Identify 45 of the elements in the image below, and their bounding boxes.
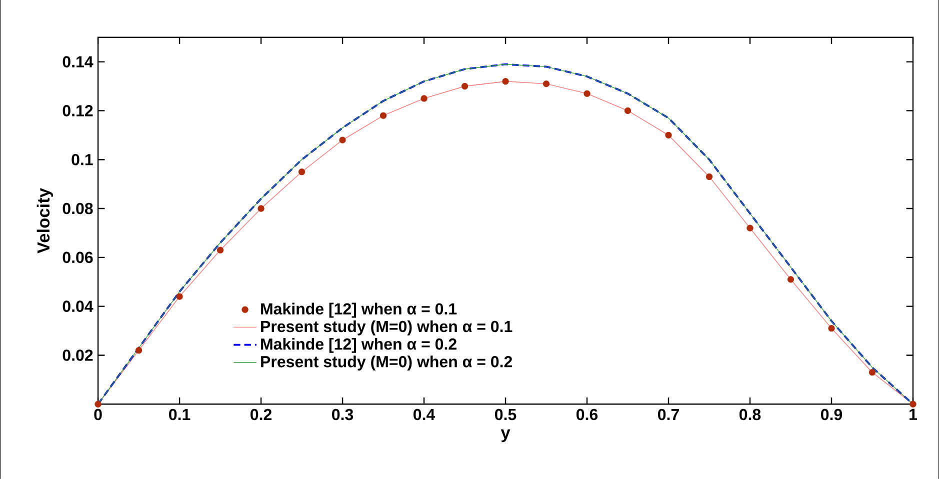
- x-tick-label: 0.9: [821, 408, 842, 420]
- legend-label: Present study (M=0) when α = 0.2: [261, 356, 512, 371]
- point: [542, 80, 550, 88]
- legend-label: Makinde [12] when α = 0.2: [261, 338, 456, 353]
- point: [380, 112, 387, 120]
- x-tick-label: 0.1: [169, 408, 190, 420]
- point: [787, 276, 794, 283]
- point: [339, 136, 346, 144]
- legend-label: Present study (M=0) when α = 0.1: [261, 320, 512, 336]
- point: [624, 107, 632, 114]
- x-axis-title: y: [500, 429, 510, 442]
- point: [461, 82, 468, 90]
- point: [910, 400, 916, 408]
- point: [420, 95, 428, 102]
- y-tick-label: 0.08: [62, 202, 93, 214]
- y-tick-label: 0.06: [62, 252, 93, 264]
- x-tick-label: 0.8: [740, 408, 761, 420]
- x-tick-label: 0.5: [495, 408, 516, 420]
- point: [298, 168, 306, 176]
- x-tick-label: 0.4: [414, 408, 436, 420]
- point: [706, 173, 713, 180]
- point: [216, 246, 224, 254]
- point: [258, 205, 264, 212]
- y-tick-label: 0.14: [62, 56, 94, 68]
- y-tick-label: 0.02: [62, 350, 93, 361]
- legend-label: Makinde [12] when α = 0.1: [261, 302, 457, 318]
- point: [584, 90, 590, 97]
- x-tick-label: 0.2: [250, 408, 272, 420]
- x-tick-label: 1: [910, 408, 917, 420]
- x-tick-label: 0.6: [576, 408, 598, 420]
- x-tick-label: 0.7: [658, 408, 679, 420]
- point: [868, 369, 876, 376]
- point: [665, 132, 672, 139]
- y-tick-label: 0.1: [72, 154, 93, 166]
- point: [176, 293, 183, 300]
- y-tick-label: 0.12: [62, 105, 93, 116]
- point: [135, 347, 142, 354]
- point: [746, 224, 754, 232]
- y-tick-label: 0.04: [62, 300, 94, 312]
- point: [94, 400, 102, 408]
- point: [828, 325, 835, 332]
- x-tick-label: 0.3: [332, 408, 354, 420]
- point: [502, 78, 509, 85]
- y-axis-title: Velocity: [36, 188, 54, 254]
- x-tick-label: 0: [94, 408, 102, 420]
